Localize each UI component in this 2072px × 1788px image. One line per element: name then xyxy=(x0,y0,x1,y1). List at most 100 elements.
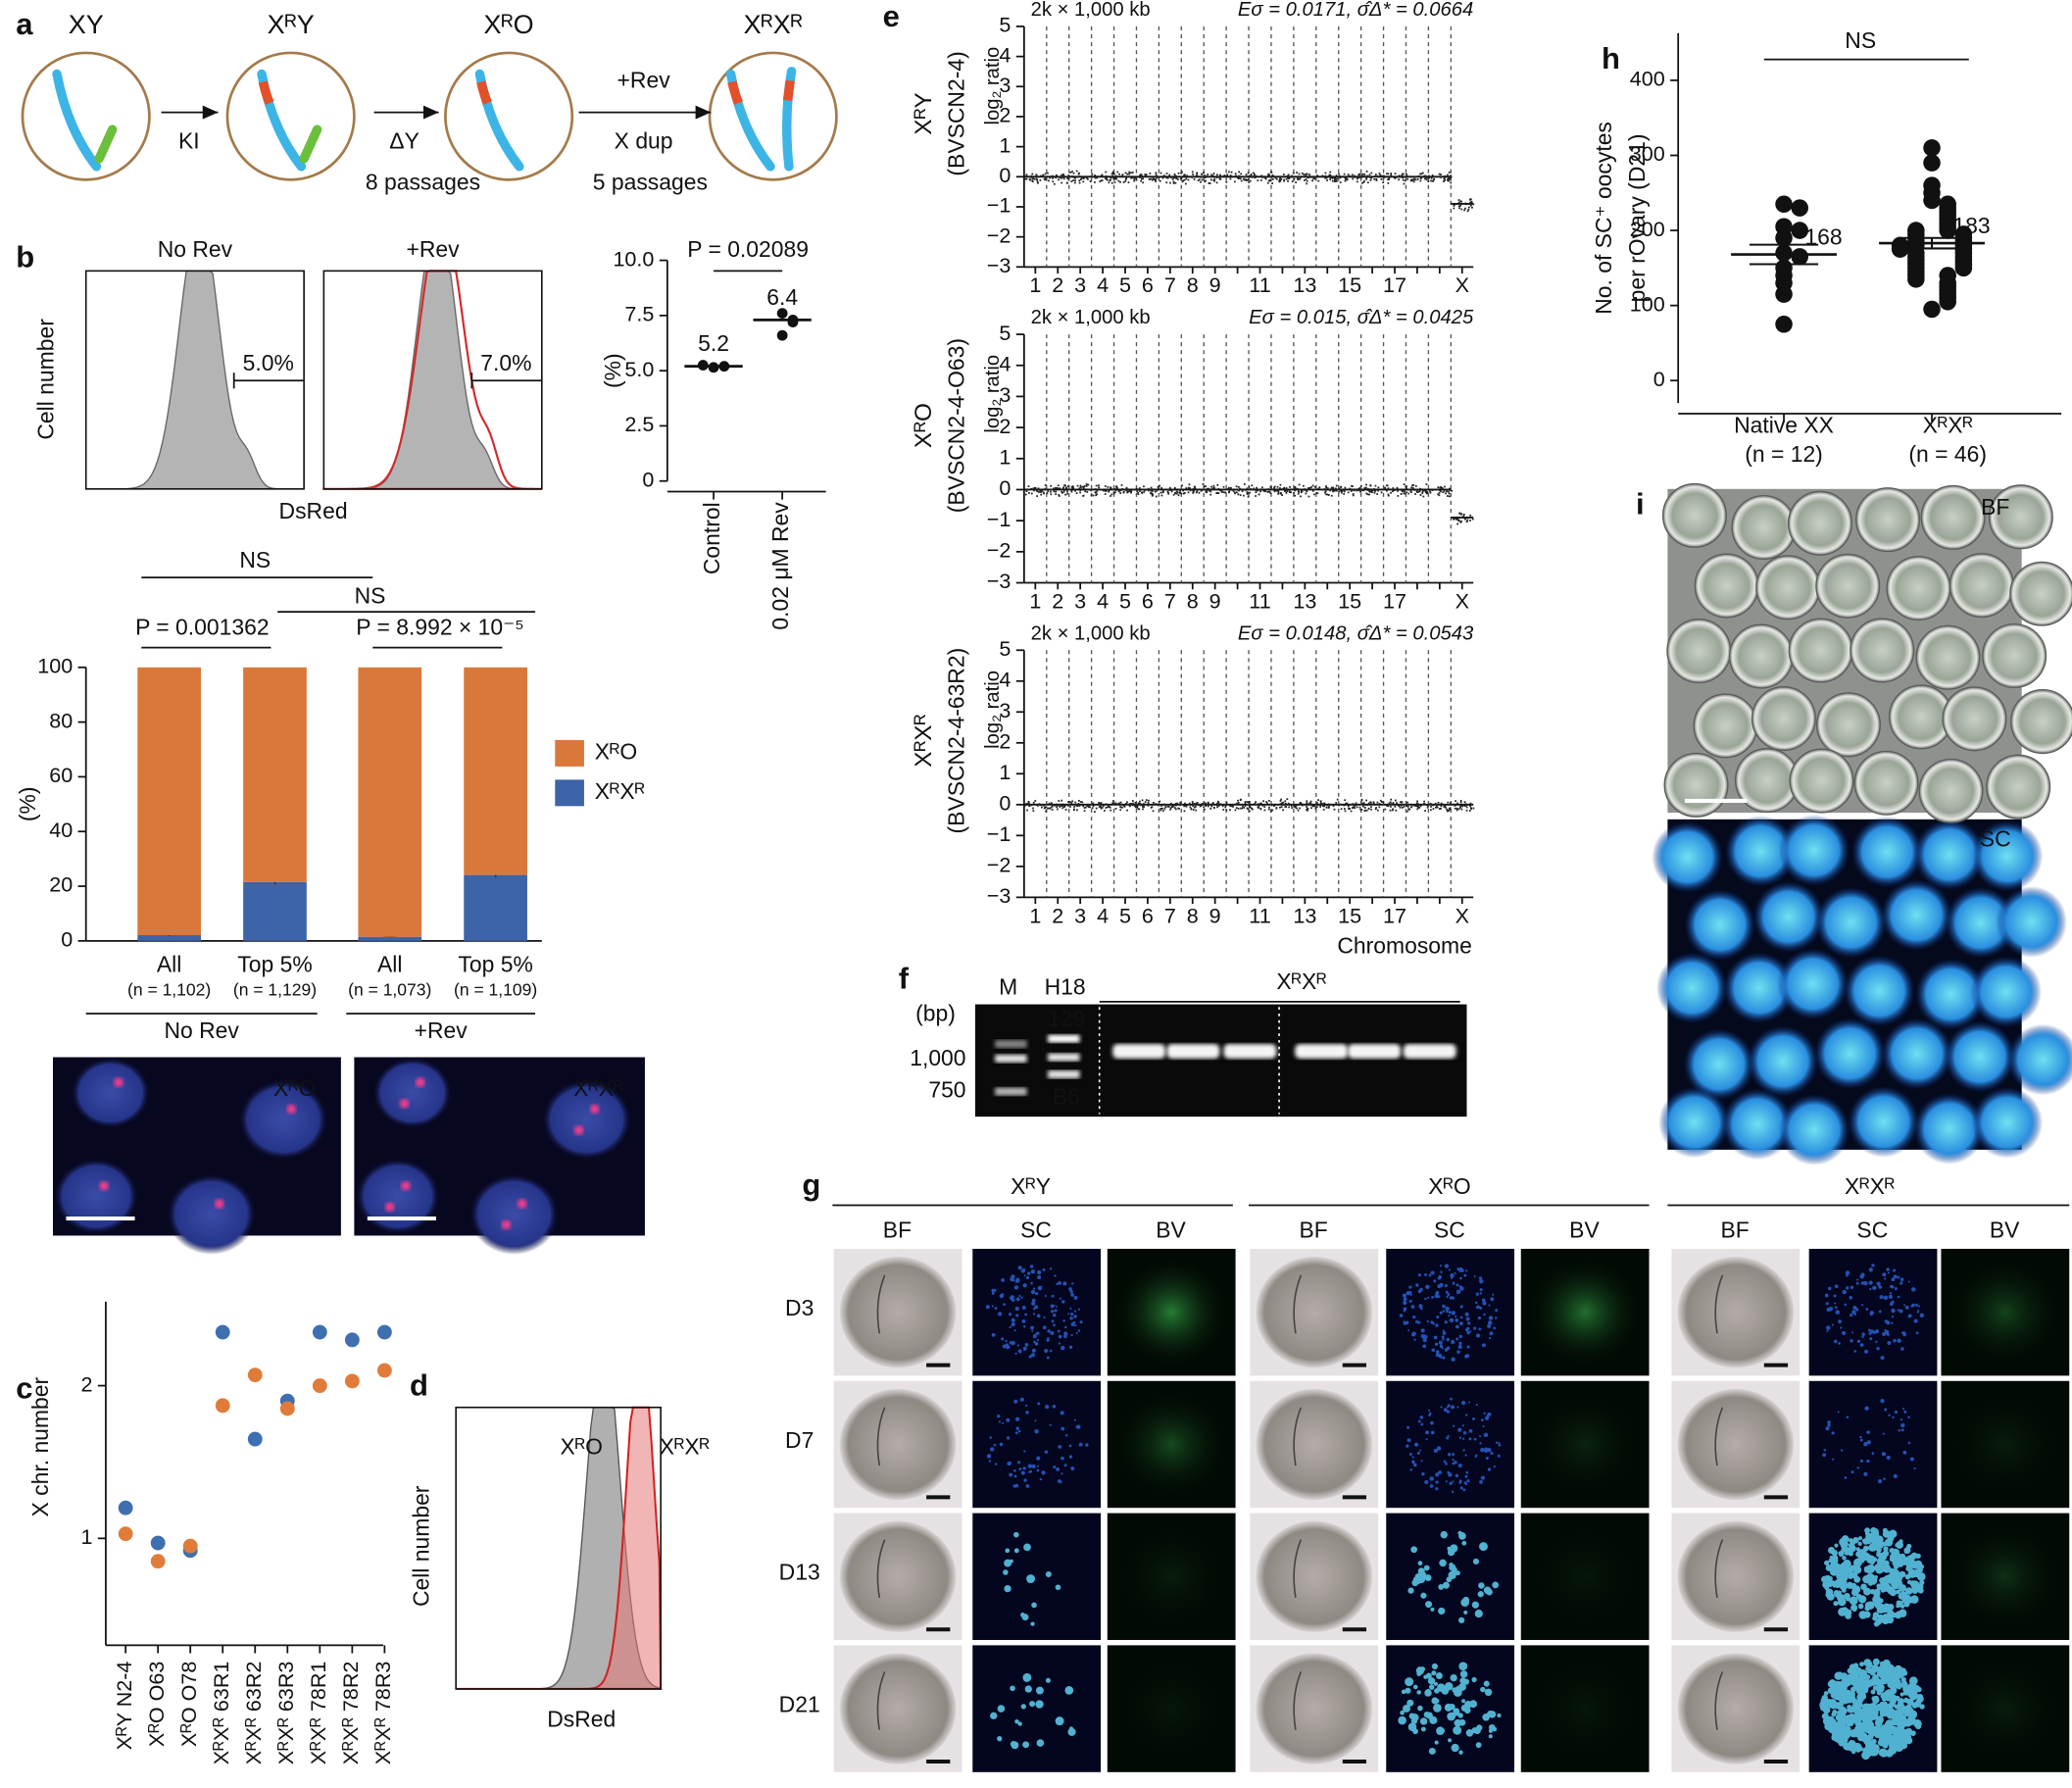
nucleus xyxy=(53,1158,139,1235)
group-label: +Rev xyxy=(415,1018,469,1043)
cell xyxy=(444,51,574,181)
count-label: (n = 1,102) xyxy=(127,980,211,1000)
y-tick-label: 3 xyxy=(999,382,1011,407)
y-tick-label: 5 xyxy=(999,321,1011,345)
sample-label: (BVSCN2-4-63R2) xyxy=(944,648,969,834)
x-tick-label: 11 xyxy=(1249,588,1270,613)
nucleus xyxy=(372,1057,453,1129)
label: X dup xyxy=(615,128,673,154)
oocyte-signal xyxy=(1881,1018,1953,1090)
x-tick-label: XᴿXᴿ 78R2 xyxy=(338,1662,363,1765)
ovary xyxy=(1256,1257,1373,1368)
error-bar xyxy=(1897,236,1967,250)
chromosome-y xyxy=(299,124,322,164)
reporter-ki xyxy=(727,80,744,106)
y-tick-label: −1 xyxy=(987,507,1011,531)
x-tick-label: 11 xyxy=(1249,903,1270,927)
y-tick-label: 2 xyxy=(999,414,1011,438)
bv-signal xyxy=(1112,1388,1230,1501)
x-tick-label: 13 xyxy=(1293,903,1316,927)
annotation: NS xyxy=(1845,27,1876,53)
plot-stats: Eσ = 0.0148, σ̂Δ* = 0.0543 xyxy=(1238,622,1474,644)
x-tick-label: All xyxy=(157,952,181,977)
label: SC xyxy=(1020,1217,1052,1242)
sc-signal xyxy=(1399,1264,1499,1362)
label: BF xyxy=(883,1217,912,1242)
y-tick-label: −3 xyxy=(987,569,1011,593)
bar-segment xyxy=(243,667,307,882)
panel-letter: b xyxy=(16,239,34,273)
y-tick-label: 2 xyxy=(999,103,1011,127)
noise-dots xyxy=(1023,170,1475,213)
ovary xyxy=(839,1520,957,1632)
label: BV xyxy=(1569,1217,1600,1242)
data-point xyxy=(215,1324,230,1340)
data-point xyxy=(1954,259,1973,277)
label: SC xyxy=(1434,1217,1465,1242)
oocyte-signal xyxy=(1723,952,1796,1024)
fish-signal xyxy=(573,1125,584,1135)
oocyte xyxy=(1787,490,1853,556)
day-label: D3 xyxy=(785,1295,814,1320)
oocyte-signal xyxy=(1913,819,1986,891)
oocyte-signal xyxy=(1971,820,2044,892)
bar-segment xyxy=(464,667,527,875)
label: 5 passages xyxy=(593,169,708,194)
panel-letter: i xyxy=(1636,487,1645,522)
y-tick-label: 0 xyxy=(61,927,73,952)
nucleus xyxy=(541,1078,632,1161)
gate-label: 7.0% xyxy=(480,350,531,375)
x-axis-label: Chromosome xyxy=(1337,933,1471,959)
data-point xyxy=(150,1535,166,1551)
oocyte xyxy=(1920,484,1986,550)
x-tick-label: 4 xyxy=(1097,588,1109,613)
oocyte xyxy=(1755,555,1821,621)
label: DsRed xyxy=(547,1706,616,1731)
bv-signal xyxy=(1526,1257,1644,1368)
ovary xyxy=(1256,1653,1373,1764)
y-axis-label: log₂ ratio xyxy=(982,670,1004,749)
y-tick-label: 5 xyxy=(999,13,1011,37)
count-label: (n = 1,109) xyxy=(454,980,537,1000)
label: Control xyxy=(699,502,724,574)
bv-signal xyxy=(1947,1257,2064,1368)
fish-signal xyxy=(385,1202,395,1212)
label: (n = 12) xyxy=(1745,441,1823,467)
x-tick-label: XᴿXᴿ 78R3 xyxy=(370,1662,395,1765)
data-point xyxy=(1923,300,1941,319)
oocyte xyxy=(1942,686,2007,752)
sc-signal xyxy=(1003,1531,1061,1626)
y-tick-label: 10.0 xyxy=(613,246,654,271)
y-axis-label: No. of SC⁺ oocytes xyxy=(1591,122,1616,315)
vessel xyxy=(1293,1671,1303,1730)
x-tick-label: 11 xyxy=(1249,273,1270,297)
oocyte-signal xyxy=(1658,1086,1731,1159)
oocyte-signal xyxy=(1843,955,1915,1027)
oocyte xyxy=(1982,622,2047,689)
nucleus xyxy=(355,1158,440,1235)
data-point xyxy=(1939,222,1956,239)
oocyte xyxy=(1986,754,2051,820)
y-tick-label: 2 xyxy=(999,728,1011,753)
x-tick-label: 8 xyxy=(1187,903,1199,927)
oocyte xyxy=(1988,484,2053,550)
data-point xyxy=(1791,222,1808,239)
legend-label: XᴿXᴿ xyxy=(595,778,645,804)
bv-signal xyxy=(1526,1520,1644,1632)
y-tick-label: 2.5 xyxy=(624,412,654,436)
oocyte xyxy=(1788,618,1853,683)
label: H18 xyxy=(1045,973,1086,999)
y-tick-label: 3 xyxy=(999,698,1011,722)
y-tick-label: 100 xyxy=(1630,291,1665,316)
mean-label: 168 xyxy=(1804,224,1842,249)
gel-band xyxy=(995,1087,1027,1096)
fish-signal xyxy=(416,1077,425,1087)
label: 129 xyxy=(1048,1006,1085,1031)
data-point xyxy=(776,308,788,320)
oocyte-signal xyxy=(1944,1020,2016,1093)
bar-segment xyxy=(464,874,527,941)
ovary xyxy=(1256,1388,1373,1501)
plot-title: 2k × 1,000 kb xyxy=(1031,0,1151,21)
gel-band xyxy=(1048,1069,1080,1079)
